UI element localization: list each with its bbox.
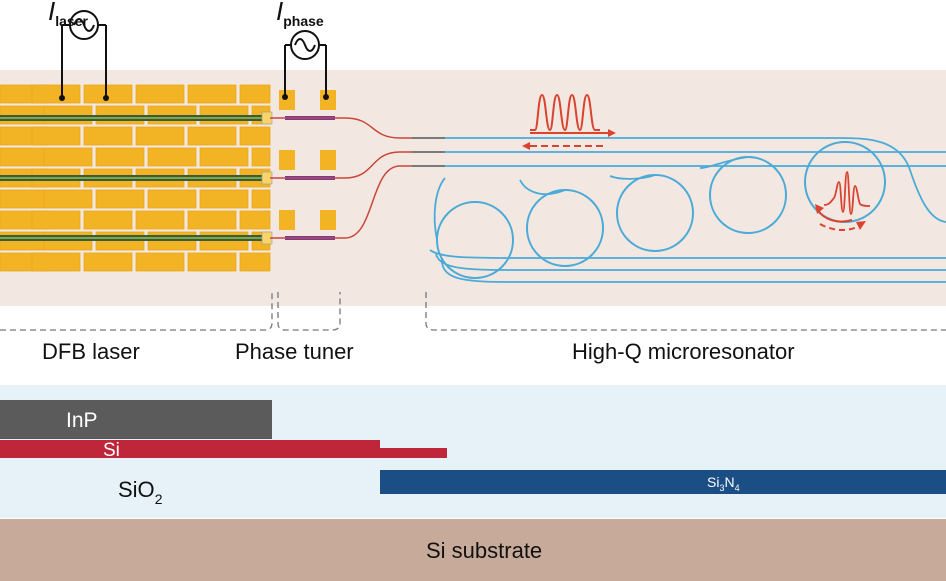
section-brackets <box>0 292 946 331</box>
electrode-block <box>187 84 237 104</box>
electrode-block <box>187 252 237 272</box>
phase-pad <box>279 210 295 230</box>
electrode-block <box>239 126 271 146</box>
phase-tuner-pads <box>279 90 336 230</box>
electrode-block <box>147 147 197 167</box>
electrode-block <box>43 147 93 167</box>
bus-blue <box>519 179 566 195</box>
bus-red <box>270 117 412 139</box>
phase-pad <box>320 210 336 230</box>
substrate-layer <box>0 519 946 581</box>
electrode-block <box>239 84 271 104</box>
electrode-block <box>31 210 81 230</box>
electrode-block <box>0 147 49 167</box>
si-label: Si <box>103 440 120 461</box>
electrode-block <box>83 126 133 146</box>
si-taper <box>380 448 447 458</box>
soliton-icon <box>815 171 871 231</box>
electrode-block <box>187 210 237 230</box>
electrode-block <box>0 189 49 209</box>
phase-current-source <box>282 30 329 100</box>
si3n4-layer <box>380 470 946 494</box>
electrode-block <box>31 126 81 146</box>
drop-bus <box>441 257 946 283</box>
electrode-block <box>187 126 237 146</box>
dfb-laser-label: DFB laser <box>42 339 140 364</box>
electrode-block <box>239 210 271 230</box>
laser-current-label: Ilaser <box>48 0 88 29</box>
phase-pad <box>320 150 336 170</box>
substrate-label: Si substrate <box>426 538 542 563</box>
electrode-block <box>199 189 249 209</box>
phase-pad <box>279 90 295 110</box>
microresonator-label: High-Q microresonator <box>572 339 795 364</box>
bus-blue <box>609 174 656 180</box>
si3n4-label: Si3N4 <box>707 474 740 493</box>
laser-current-source <box>59 10 109 101</box>
electrode-block <box>31 252 81 272</box>
inp-label: InP <box>66 409 98 432</box>
phase-current-label: Iphase <box>276 0 324 29</box>
bus-waveguides <box>270 117 445 239</box>
drop-bus <box>429 249 946 259</box>
si-layer <box>0 440 380 458</box>
drop-bus <box>435 253 946 271</box>
electrode-block <box>135 252 185 272</box>
sio2-label: SiO2 <box>118 477 163 507</box>
electrode-block <box>135 84 185 104</box>
electrode-block <box>43 189 93 209</box>
electrode-block <box>239 252 271 272</box>
bus-blue <box>445 137 946 223</box>
electrode-block <box>83 210 133 230</box>
electrode-block <box>147 189 197 209</box>
bus-blue <box>699 156 749 169</box>
electrode-block <box>95 189 145 209</box>
electrode-block <box>83 84 133 104</box>
bus-blue <box>433 177 446 241</box>
electrode-block <box>83 252 133 272</box>
phase-tuner-label: Phase tuner <box>235 339 354 364</box>
electrode-block <box>199 147 249 167</box>
electrode-block <box>251 147 271 167</box>
bus-red <box>270 165 412 239</box>
electrode-block <box>135 126 185 146</box>
dfb-laser-electrodes <box>0 84 271 272</box>
bus-red <box>270 151 412 179</box>
phase-pad <box>320 90 336 110</box>
electrode-block <box>135 210 185 230</box>
electrode-block <box>251 189 271 209</box>
electrode-block <box>31 84 81 104</box>
pulse-train-icon <box>522 93 616 150</box>
electrode-block <box>95 147 145 167</box>
microresonator-rings <box>429 137 946 283</box>
inp-layer <box>0 400 272 439</box>
phase-pad <box>279 150 295 170</box>
